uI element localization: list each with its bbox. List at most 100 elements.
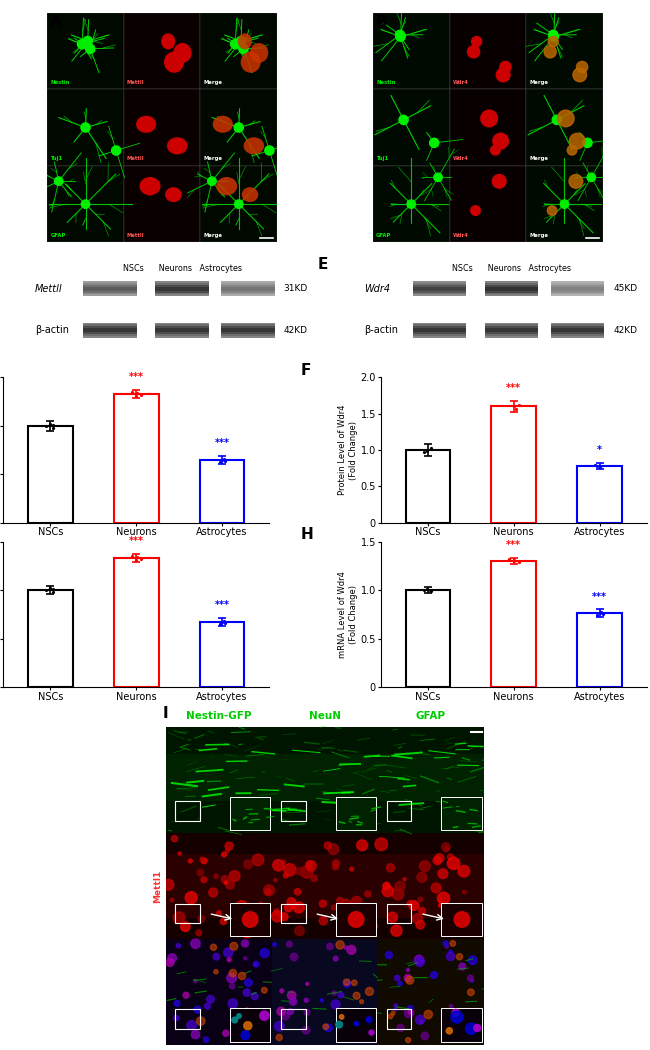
Bar	[406, 450, 450, 523]
Circle shape	[234, 123, 243, 132]
Circle shape	[230, 942, 238, 950]
Text: Nestin-GFP: Nestin-GFP	[187, 711, 252, 721]
Bar	[551, 329, 604, 331]
Circle shape	[452, 905, 458, 910]
Circle shape	[344, 946, 348, 949]
Bar	[551, 324, 604, 327]
Circle shape	[451, 1011, 463, 1023]
Circle shape	[567, 146, 577, 155]
Circle shape	[86, 44, 95, 54]
Bar	[222, 322, 275, 324]
Text: H: H	[301, 527, 314, 542]
Bar	[155, 334, 209, 336]
Circle shape	[449, 1005, 453, 1008]
Circle shape	[221, 876, 229, 883]
Bar	[155, 294, 209, 296]
Text: 42KD: 42KD	[284, 326, 307, 335]
Bar	[124, 89, 200, 166]
Circle shape	[448, 854, 454, 860]
Bar	[200, 89, 277, 166]
Circle shape	[352, 897, 362, 906]
Circle shape	[200, 857, 203, 861]
Bar	[378, 833, 484, 939]
Bar	[83, 282, 136, 285]
Circle shape	[333, 864, 338, 869]
Circle shape	[227, 973, 237, 983]
Bar	[413, 329, 466, 331]
Circle shape	[191, 1030, 200, 1038]
Circle shape	[544, 46, 556, 58]
Circle shape	[226, 849, 229, 853]
Circle shape	[241, 940, 248, 947]
Text: Merge: Merge	[203, 156, 222, 162]
Bar	[222, 291, 275, 293]
Bar	[413, 282, 466, 285]
Bar	[485, 334, 538, 336]
Bar	[526, 13, 603, 89]
Bar	[222, 285, 275, 287]
Circle shape	[443, 941, 448, 946]
Circle shape	[284, 864, 296, 876]
Circle shape	[201, 858, 207, 864]
Circle shape	[493, 174, 506, 188]
Text: B: B	[375, 15, 387, 29]
Circle shape	[226, 880, 234, 889]
Text: Tuj1: Tuj1	[376, 156, 388, 162]
Text: Mettll: Mettll	[127, 233, 144, 238]
Bar	[272, 855, 378, 918]
Bar	[124, 166, 200, 243]
Bar	[413, 287, 466, 289]
Circle shape	[463, 910, 469, 917]
Circle shape	[354, 1022, 359, 1026]
Circle shape	[392, 888, 404, 900]
Bar	[272, 833, 378, 939]
Bar	[83, 285, 136, 287]
Y-axis label: Protein Level of Wdr4
(Fold Change): Protein Level of Wdr4 (Fold Change)	[339, 405, 358, 496]
Bar	[83, 329, 136, 331]
Circle shape	[365, 987, 374, 995]
Circle shape	[243, 989, 250, 996]
Circle shape	[231, 928, 237, 933]
Circle shape	[331, 1000, 340, 1009]
Text: ***: ***	[214, 438, 229, 448]
Circle shape	[333, 860, 339, 867]
Circle shape	[481, 110, 497, 127]
Circle shape	[239, 972, 246, 980]
Circle shape	[463, 1025, 471, 1032]
Circle shape	[437, 892, 450, 904]
Bar	[485, 327, 538, 329]
Circle shape	[55, 177, 63, 186]
Bar	[450, 166, 526, 243]
Bar	[441, 903, 482, 937]
Circle shape	[332, 905, 336, 910]
Bar	[378, 855, 484, 918]
Circle shape	[325, 1024, 332, 1031]
Circle shape	[280, 989, 283, 993]
Circle shape	[467, 975, 473, 981]
Circle shape	[438, 868, 448, 879]
Circle shape	[187, 1021, 196, 1030]
Circle shape	[304, 1009, 310, 1015]
Bar	[222, 329, 275, 331]
Bar	[155, 291, 209, 293]
Bar	[485, 329, 538, 331]
Bar	[155, 336, 209, 338]
Text: Tuj1: Tuj1	[50, 156, 62, 162]
Circle shape	[265, 889, 271, 895]
Circle shape	[216, 910, 222, 916]
Bar	[387, 801, 411, 821]
Circle shape	[363, 1027, 367, 1031]
Circle shape	[242, 911, 258, 927]
Circle shape	[395, 1008, 397, 1011]
Ellipse shape	[161, 34, 176, 49]
Circle shape	[81, 123, 90, 132]
Circle shape	[196, 1016, 205, 1025]
Circle shape	[242, 1015, 247, 1020]
Circle shape	[447, 857, 460, 869]
Circle shape	[227, 958, 231, 962]
Circle shape	[302, 1026, 310, 1034]
Circle shape	[235, 918, 239, 921]
Circle shape	[327, 943, 333, 949]
Bar	[450, 13, 526, 89]
Circle shape	[277, 1007, 285, 1015]
